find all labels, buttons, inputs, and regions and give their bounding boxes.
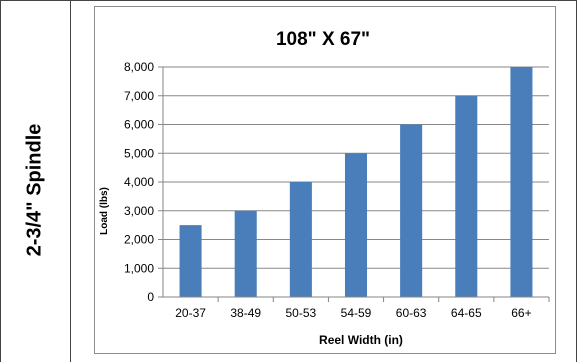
y-tick-label: 2,000: [124, 233, 154, 247]
x-tick-label: 54-59: [341, 306, 372, 320]
y-tick-label: 4,000: [124, 175, 154, 189]
y-tick-label: 0: [147, 290, 154, 304]
side-label: 2-3/4" Spindle: [23, 123, 46, 257]
y-axis-label: Load (lbs): [99, 187, 110, 235]
bar-50-53: [289, 182, 312, 297]
x-tick-label: 50-53: [286, 306, 317, 320]
chart-title: 108" X 67": [276, 29, 370, 50]
y-tick-label: 1,000: [124, 261, 154, 275]
bar-20-37: [179, 225, 202, 297]
x-tick-label: 38-49: [230, 306, 261, 320]
bar-64-65: [455, 95, 478, 297]
x-axis-label: Reel Width (in): [319, 333, 403, 347]
bar-54-59: [344, 153, 368, 297]
axes: [158, 66, 550, 302]
x-tick-label: 20-37: [175, 306, 206, 320]
x-tick-labels: 20-37 38-49 50-53 54-59 60-63 64-65 66+: [175, 306, 531, 320]
bars: [179, 67, 533, 297]
y-tick-label: 8,000: [124, 60, 154, 74]
bar-60-63: [400, 124, 423, 297]
bar-chart: 108" X 67" 0 1,000 2,000 3,000 4,000 5,000 6,0…: [99, 29, 550, 347]
y-tick-label: 5,000: [124, 146, 154, 160]
y-tick-label: 3,000: [124, 204, 154, 218]
x-tick-label: 60-63: [396, 306, 427, 320]
y-tick-label: 6,000: [124, 118, 154, 132]
bar-38-49: [234, 210, 257, 297]
x-tick-label: 64-65: [451, 306, 482, 320]
side-divider: [70, 0, 71, 362]
bar-66+: [510, 67, 533, 297]
chart-area: 108" X 67" 0 1,000 2,000 3,000 4,000 5,000 6,0…: [94, 6, 556, 354]
y-tick-label: 7,000: [124, 89, 154, 103]
y-tick-labels: 0 1,000 2,000 3,000 4,000 5,000 6,000 7,000 8,00…: [124, 60, 154, 304]
x-tick-label: 66+: [511, 306, 531, 320]
